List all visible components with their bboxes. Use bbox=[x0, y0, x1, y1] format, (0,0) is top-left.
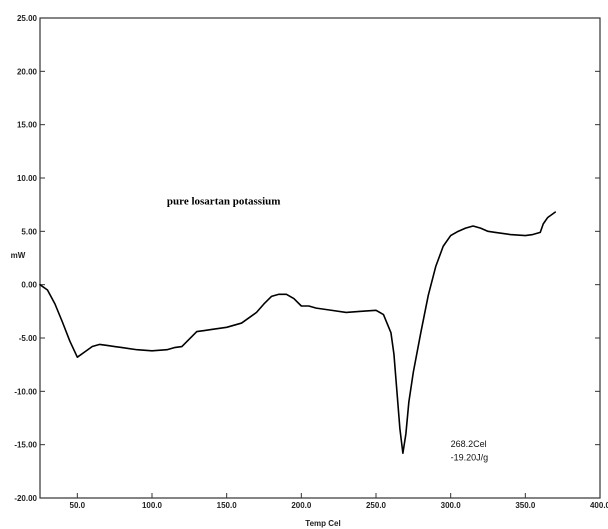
x-tick-label: 100.0 bbox=[142, 501, 163, 510]
series-layer bbox=[39, 211, 556, 454]
series-line bbox=[39, 211, 556, 454]
y-tick-label: -5.00 bbox=[19, 334, 38, 343]
x-axis-label: Temp Cel bbox=[305, 519, 340, 528]
peak-annotation: -19.20J/g bbox=[451, 453, 489, 463]
y-tick-label: -15.00 bbox=[14, 441, 37, 450]
x-tick-label: 150.0 bbox=[217, 501, 238, 510]
x-tick-label: 400.0 bbox=[590, 501, 608, 510]
y-tick-label: 25.00 bbox=[17, 14, 38, 23]
plot-border bbox=[39, 17, 601, 499]
x-axis-ticks: 50.0 100.0 150.0 200.0 250.0 300.0 350.0 400.0 bbox=[70, 493, 608, 510]
x-tick-label: 200.0 bbox=[291, 501, 312, 510]
sample-label: pure losartan potassium bbox=[167, 196, 280, 208]
y-tick-label: 15.00 bbox=[17, 121, 38, 130]
plot-frame bbox=[39, 17, 601, 499]
y-tick-label: 0.00 bbox=[21, 281, 37, 290]
x-tick-label: 300.0 bbox=[441, 501, 462, 510]
y-axis-ticks: 25.00 20.00 15.00 10.00 5.00 0.00 -5.00 -10.00 -… bbox=[14, 14, 600, 503]
y-tick-label: -20.00 bbox=[14, 494, 37, 503]
annotation-layer: pure losartan potassium 268.2Cel -19.20J/g bbox=[167, 196, 488, 463]
y-tick-label: -10.00 bbox=[14, 387, 37, 396]
y-tick-label: 20.00 bbox=[17, 67, 38, 76]
x-tick-label: 350.0 bbox=[515, 501, 536, 510]
y-tick-label: 5.00 bbox=[21, 227, 37, 236]
x-tick-label: 250.0 bbox=[366, 501, 387, 510]
y-axis-label: mW bbox=[11, 251, 26, 260]
peak-annotation: 268.2Cel bbox=[451, 439, 487, 449]
x-tick-label: 50.0 bbox=[70, 501, 86, 510]
y-tick-label: 10.00 bbox=[17, 174, 38, 183]
